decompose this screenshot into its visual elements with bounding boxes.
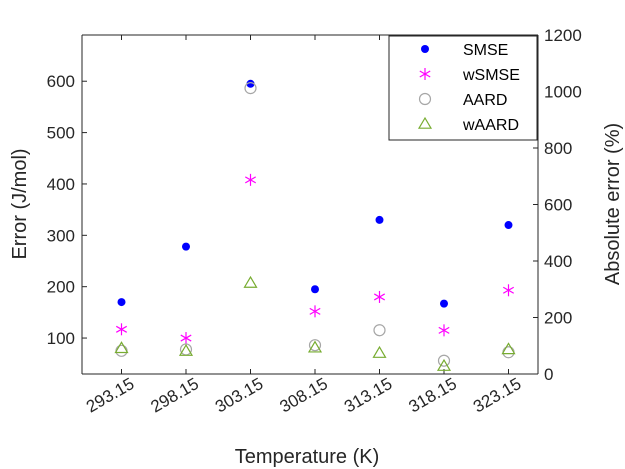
data-point-wsmse <box>244 173 257 186</box>
legend-box <box>388 35 538 141</box>
y-right-tick-label: 200 <box>544 309 572 328</box>
data-point-smse <box>375 215 384 224</box>
y-tick-label: 300 <box>47 226 75 245</box>
data-point-waard <box>178 343 194 356</box>
legend: SMSE wSMSE AARD wAARD <box>388 35 538 141</box>
y-tick-label: 400 <box>47 175 75 194</box>
data-point-waard <box>307 340 323 353</box>
legend-label-waard: wAARD <box>462 117 519 134</box>
data-point-wsmse <box>502 284 515 297</box>
data-point-aard <box>437 354 451 367</box>
legend-label-smse: SMSE <box>463 42 508 59</box>
y-right-tick-label: 600 <box>544 196 572 215</box>
data-point-smse <box>440 299 448 308</box>
x-tick-label: 318.15 <box>405 374 460 416</box>
x-tick-label: 313.15 <box>341 374 396 416</box>
y-right-tick-label: 1200 <box>544 26 582 45</box>
data-point-wsmse <box>115 323 128 336</box>
data-point-aard <box>373 324 386 337</box>
data-point-wsmse <box>180 332 192 345</box>
legend-label-wsmse: wSMSE <box>462 67 520 84</box>
data-point-waard <box>114 341 129 354</box>
legend-label-aard: AARD <box>463 92 507 109</box>
data-point-smse <box>246 79 255 88</box>
x-tick-label: 298.15 <box>147 374 202 416</box>
y-tick-label: 200 <box>47 278 75 297</box>
x-tick-label: 308.15 <box>276 374 331 416</box>
y-right-tick-label: 400 <box>544 252 572 271</box>
y-axis-title: Error (J/mol) <box>9 148 31 259</box>
y-axis-right-title: Absolute error (%) <box>602 123 624 285</box>
x-tick-label: 293.15 <box>83 374 138 416</box>
data-point-waard <box>436 358 452 371</box>
x-tick-label: 323.15 <box>470 374 525 416</box>
x-axis-title: Temperature (K) <box>235 446 380 468</box>
y-tick-label: 600 <box>47 72 75 91</box>
legend-marker-smse <box>421 45 429 53</box>
x-tick-label: 303.15 <box>212 374 267 416</box>
data-point-waard <box>243 275 258 288</box>
data-point-smse <box>311 285 319 294</box>
data-point-waard <box>501 342 516 355</box>
legend-marker-wsmse <box>419 68 431 80</box>
y-tick-label: 500 <box>47 124 75 143</box>
y-right-tick-label: 800 <box>544 139 572 158</box>
data-point-waard <box>372 345 387 358</box>
data-point-aard <box>308 339 322 352</box>
data-point-wsmse <box>373 290 386 303</box>
data-point-aard <box>244 82 257 95</box>
legend-marker-waard <box>417 116 433 129</box>
legend-marker-aard <box>418 92 432 106</box>
data-point-wsmse <box>309 305 321 318</box>
data-point-smse <box>182 242 190 251</box>
data-marks <box>114 79 516 371</box>
y-right-tick-label: 1000 <box>544 83 582 102</box>
data-point-wsmse <box>438 324 450 337</box>
data-point-smse <box>117 298 126 307</box>
data-point-smse <box>504 221 513 230</box>
y-tick-label: 100 <box>47 329 75 348</box>
y-right-tick-label: 0 <box>544 365 553 384</box>
